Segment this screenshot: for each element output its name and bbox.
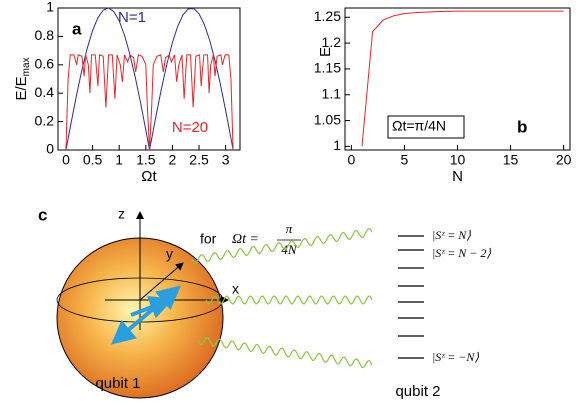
- panel-label: c: [38, 205, 47, 224]
- series-label: N=1: [118, 9, 146, 26]
- y-tick-label: 0.4: [35, 84, 55, 100]
- spin-vector: [130, 295, 174, 319]
- y-axis-label: E: [317, 47, 334, 57]
- y-axis-label-main: E/E: [13, 76, 30, 100]
- x-tick-label: 0.5: [83, 152, 103, 168]
- y-axis-label-main: E: [317, 47, 334, 57]
- x-tick-label: 2: [169, 152, 177, 168]
- x-axis-label: Ωt: [141, 168, 157, 185]
- y-tick-label: 1.25: [314, 8, 341, 24]
- axis-label: z: [118, 206, 125, 222]
- plot-frame: [57, 7, 241, 151]
- y-tick-label: 1: [46, 0, 54, 15]
- coupling-wave: [205, 295, 373, 305]
- y-tick-label: 0: [46, 141, 54, 157]
- condition-prefix: for: [200, 231, 217, 247]
- x-tick-label: 1.5: [136, 152, 156, 168]
- charts: 0 0.5 1 1.5 2 2.5 3 0 0.2 0.4 0.6 0.8 1 Ωt E/Emax a N=1 N…: [13, 0, 572, 185]
- condition-lhs: Ωt =: [232, 232, 259, 247]
- y-tick-label: 0.2: [35, 112, 55, 128]
- x-tick-label: 20: [556, 152, 572, 168]
- state-label: |Sᶻ = −N⟩: [432, 350, 479, 364]
- y-tick-label: 0.8: [35, 27, 55, 43]
- coupling-wave: [191, 227, 373, 265]
- data-line: [65, 54, 234, 151]
- qubit-label: qubit 1: [95, 375, 140, 392]
- y-tick-label: 0.6: [35, 56, 55, 72]
- data-line: [361, 10, 564, 147]
- x-tick-label: 5: [401, 152, 409, 168]
- x-tick-label: 1: [115, 152, 123, 168]
- x-tick-label: 0: [62, 152, 70, 168]
- annotation: Ωt=π/4N: [392, 118, 446, 134]
- condition-numerator: π: [286, 221, 293, 236]
- x-tick-label: 3: [222, 152, 230, 168]
- y-tick-label: 1.05: [314, 111, 341, 127]
- y-axis-label-sub: max: [21, 57, 32, 76]
- axis-label: y: [166, 246, 173, 262]
- state-label: |Sᶻ = N − 2⟩: [432, 246, 491, 260]
- annotation-box: [387, 115, 465, 139]
- x-tick-label: 15: [503, 152, 519, 168]
- x-tick-label: 2.5: [189, 152, 209, 168]
- y-tick-label: 1.15: [314, 60, 341, 76]
- qubit-label: qubit 2: [395, 383, 440, 400]
- axis-label: x: [232, 281, 239, 297]
- x-tick-label: 0: [347, 152, 355, 168]
- x-axis-label: N: [452, 168, 463, 185]
- state-label: |Sᶻ = N⟩: [432, 228, 471, 242]
- y-tick-label: 1.1: [322, 85, 342, 101]
- diagram: c z y x for Ωt = π 4N qubit 1 qubit 2 |S…: [38, 205, 491, 399]
- x-tick-label: 10: [450, 152, 466, 168]
- y-tick-label: 1: [333, 137, 341, 153]
- series-label: N=20: [172, 119, 208, 136]
- panel-label: b: [517, 117, 527, 136]
- condition-denominator: 4N: [281, 242, 298, 257]
- y-axis-label: E/Emax: [13, 57, 32, 100]
- coupling-wave: [197, 336, 373, 369]
- panel-label: a: [72, 19, 82, 38]
- y-tick-label: 1.2: [322, 34, 342, 50]
